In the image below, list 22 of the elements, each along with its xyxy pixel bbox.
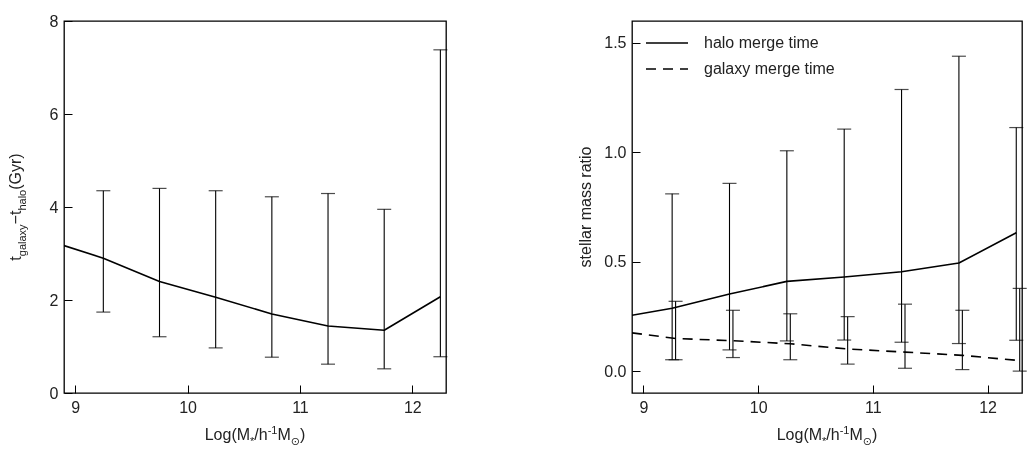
x-tick-label: 11: [865, 398, 882, 416]
y-tick-label: 4: [49, 198, 59, 216]
y-axis-title: stellar mass ratio: [577, 146, 594, 268]
y-tick-label: 6: [49, 105, 59, 123]
y-tick-label: 0.5: [604, 253, 627, 271]
x-tick-label: 9: [71, 398, 81, 416]
x-tick-label: 11: [292, 398, 309, 416]
x-tick-label: 10: [749, 398, 768, 416]
legend-label: halo merge time: [704, 34, 819, 51]
x-axis-title: Log(M$_{*}$/h$^{-1}$M$_{⊙}$): [204, 424, 306, 447]
y-tick-label: 1.0: [604, 143, 627, 161]
x-tick-label: 10: [179, 398, 198, 416]
x-tick-label: 12: [403, 398, 422, 416]
y-tick-label: 2: [49, 291, 59, 309]
x-tick-label: 12: [979, 398, 998, 416]
y-tick-label: 0.0: [604, 362, 627, 380]
y-tick-label: 0: [49, 384, 59, 402]
y-tick-label: 8: [49, 12, 59, 30]
legend-label: galaxy merge time: [704, 60, 835, 77]
x-axis-title: Log(M$_{*}$/h$^{-1}$M$_{⊙}$): [776, 424, 878, 447]
x-tick-label: 9: [639, 398, 649, 416]
y-tick-label: 1.5: [604, 34, 627, 52]
